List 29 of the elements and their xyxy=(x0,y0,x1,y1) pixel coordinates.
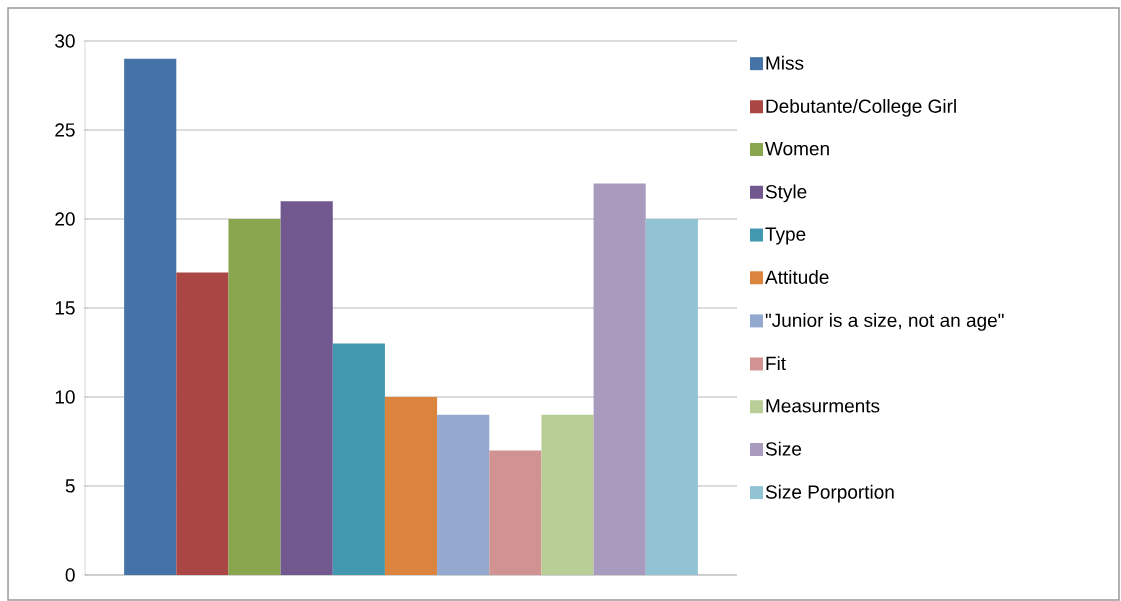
legend-label: Size xyxy=(765,441,802,456)
legend-label: Debutante/College Girl xyxy=(766,98,956,117)
legend-label: Type xyxy=(765,227,806,245)
y-tick-label: 0 xyxy=(65,568,75,582)
bar xyxy=(593,183,646,575)
bar xyxy=(280,201,333,575)
bar xyxy=(437,414,490,575)
y-tick-label: 5 xyxy=(65,479,75,493)
y-tick-label: 30 xyxy=(55,34,75,48)
y-tick-label: 15 xyxy=(55,301,75,315)
bar xyxy=(489,450,542,575)
legend-label: Style xyxy=(765,184,807,203)
y-tick-label: 20 xyxy=(55,212,75,226)
y-tick-label: 25 xyxy=(55,123,75,137)
legend-label: Attitude xyxy=(765,269,829,284)
bar xyxy=(176,272,229,575)
bar xyxy=(228,218,281,575)
legend-label: Women xyxy=(765,142,829,156)
legend-label: Fit xyxy=(766,356,786,371)
legend-label: "Junior is a size, not an age" xyxy=(765,313,1004,331)
bar xyxy=(541,414,594,575)
legend-label: Miss xyxy=(766,55,804,70)
y-tick-label: 10 xyxy=(55,390,75,404)
bar xyxy=(124,58,177,575)
legend-label: Size Porportion xyxy=(765,484,894,503)
bar xyxy=(645,218,698,575)
bar xyxy=(332,343,385,575)
legend-label: Measurments xyxy=(766,399,880,413)
bar xyxy=(384,396,438,575)
